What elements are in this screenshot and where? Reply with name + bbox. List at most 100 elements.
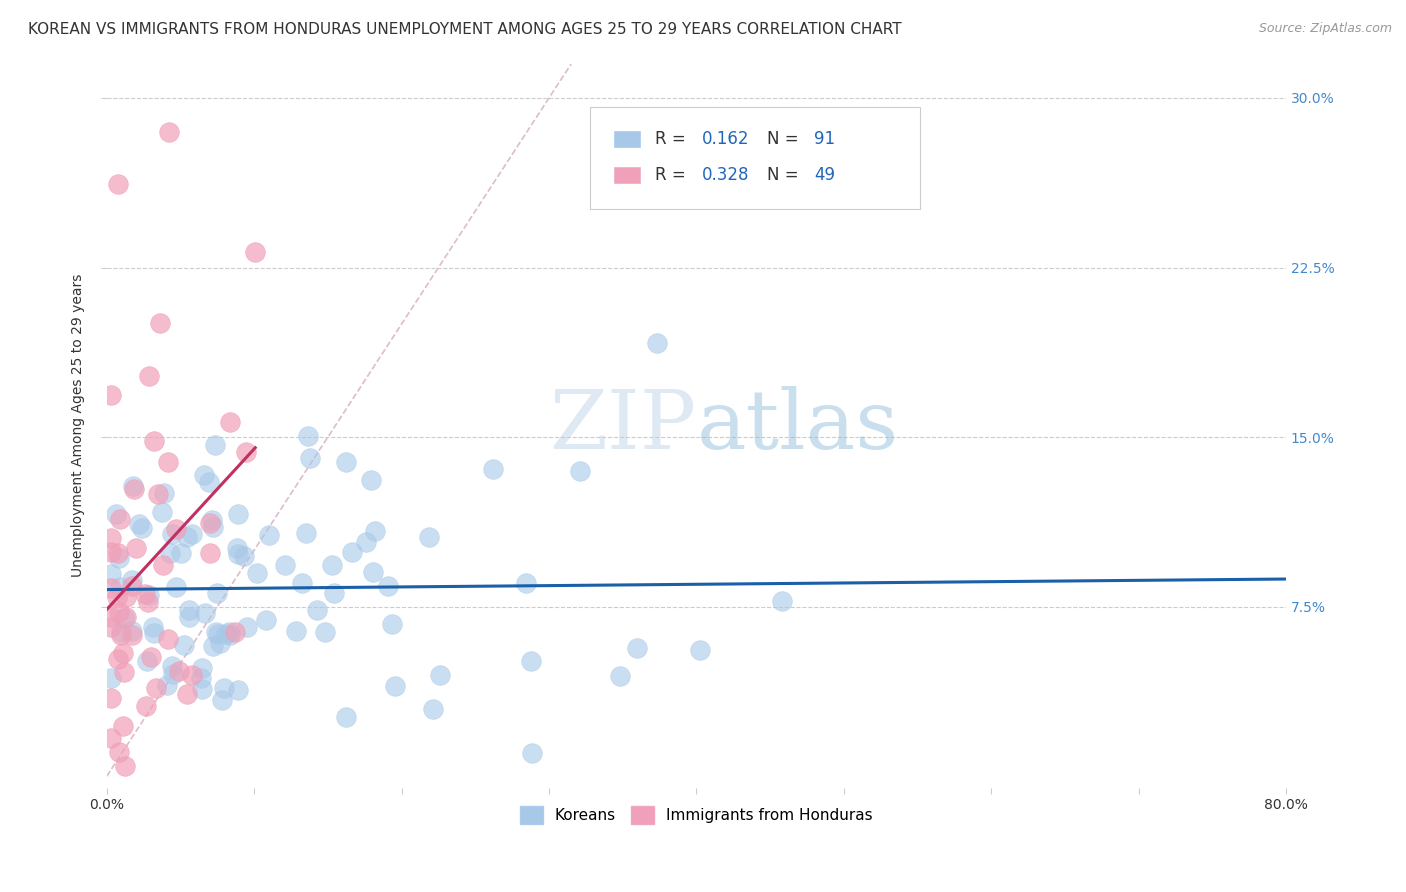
Point [121, 624, 143, 638]
Text: 49: 49 [814, 166, 835, 184]
Point [381, 616, 404, 631]
Point [177, 603, 200, 617]
Point [193, 468, 215, 483]
Point [257, 528, 280, 542]
Point [181, 667, 204, 681]
Point [360, 473, 382, 487]
Point [214, 681, 236, 695]
Point [190, 661, 212, 675]
Point [246, 566, 269, 580]
Point [180, 526, 202, 541]
Point [153, 485, 176, 500]
Point [121, 479, 143, 493]
Point [323, 585, 346, 599]
Point [100, 690, 122, 705]
Point [202, 640, 225, 654]
Point [218, 628, 240, 642]
Point [377, 579, 399, 593]
Point [107, 606, 129, 620]
Legend: Koreans, Immigrants from Honduras: Koreans, Immigrants from Honduras [513, 799, 879, 830]
Point [190, 671, 212, 685]
Point [215, 627, 238, 641]
Point [207, 627, 229, 641]
Text: 91: 91 [814, 129, 835, 147]
Point [128, 517, 150, 532]
Point [108, 580, 131, 594]
Point [254, 613, 277, 627]
Point [156, 677, 179, 691]
Point [354, 535, 377, 549]
Point [361, 565, 384, 579]
Point [204, 438, 226, 452]
Point [298, 451, 321, 466]
Y-axis label: Unemployment Among Ages 25 to 29 years: Unemployment Among Ages 25 to 29 years [72, 274, 86, 577]
Point [314, 625, 336, 640]
Point [520, 746, 543, 760]
Point [105, 591, 128, 605]
FancyBboxPatch shape [614, 167, 640, 183]
Point [114, 758, 136, 772]
Point [689, 642, 711, 657]
Point [218, 415, 240, 429]
Point [100, 620, 122, 634]
Point [224, 625, 246, 640]
Text: KOREAN VS IMMIGRANTS FROM HONDURAS UNEMPLOYMENT AMONG AGES 25 TO 29 YEARS CORREL: KOREAN VS IMMIGRANTS FROM HONDURAS UNEMP… [28, 22, 901, 37]
Text: 0.162: 0.162 [702, 129, 749, 147]
Point [112, 665, 135, 679]
Point [342, 545, 364, 559]
Text: 0.328: 0.328 [702, 166, 749, 184]
Point [274, 558, 297, 572]
Point [115, 590, 138, 604]
Point [100, 581, 122, 595]
Point [202, 519, 225, 533]
Point [139, 649, 162, 664]
Point [100, 544, 122, 558]
Point [294, 526, 316, 541]
Point [422, 702, 444, 716]
Text: N =: N = [768, 166, 804, 184]
Point [111, 646, 134, 660]
Point [190, 682, 212, 697]
Point [170, 546, 193, 560]
Text: R =: R = [655, 166, 692, 184]
Point [218, 625, 240, 640]
Point [131, 521, 153, 535]
Point [125, 541, 148, 556]
FancyBboxPatch shape [591, 107, 921, 209]
Point [136, 595, 159, 609]
Point [609, 669, 631, 683]
Point [108, 511, 131, 525]
Point [162, 667, 184, 681]
Point [152, 558, 174, 573]
Point [115, 609, 138, 624]
Point [157, 125, 180, 139]
Point [100, 731, 122, 746]
Point [148, 487, 170, 501]
Point [108, 745, 131, 759]
Point [335, 454, 357, 468]
Text: atlas: atlas [696, 385, 898, 466]
Point [226, 508, 249, 522]
Point [135, 699, 157, 714]
Point [173, 638, 195, 652]
Point [156, 632, 179, 646]
Point [297, 429, 319, 443]
Point [112, 610, 135, 624]
Point [142, 620, 165, 634]
Point [226, 547, 249, 561]
Point [384, 679, 406, 693]
Point [520, 654, 543, 668]
Point [100, 566, 122, 581]
Point [176, 530, 198, 544]
Point [285, 624, 308, 638]
Text: Source: ZipAtlas.com: Source: ZipAtlas.com [1258, 22, 1392, 36]
Point [569, 464, 592, 478]
Point [160, 526, 183, 541]
Point [232, 549, 254, 563]
Point [179, 610, 201, 624]
Point [107, 177, 129, 191]
Point [198, 516, 221, 531]
Text: ZIP: ZIP [550, 385, 696, 466]
Point [626, 641, 648, 656]
Text: N =: N = [768, 129, 804, 147]
